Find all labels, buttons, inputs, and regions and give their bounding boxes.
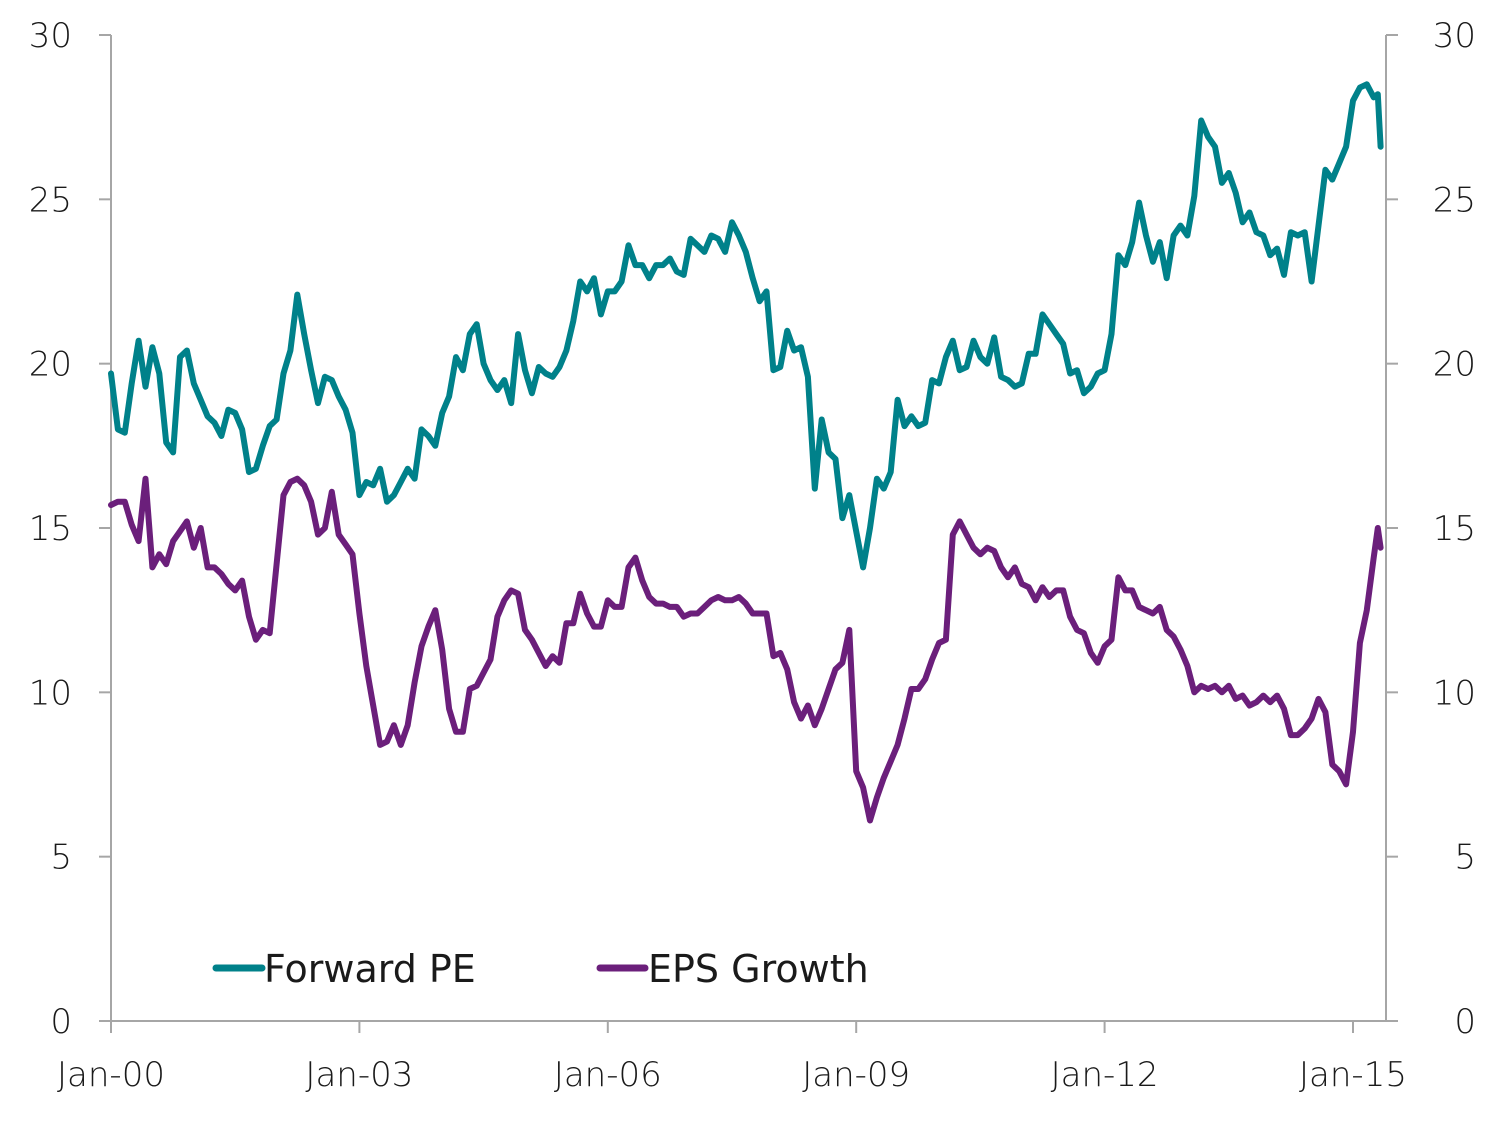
right-y-tick-label: 30 — [1433, 16, 1476, 56]
axes — [99, 35, 1398, 1022]
legend-item-eps-growth: EPS Growth — [596, 947, 869, 991]
legend-label-eps-growth: EPS Growth — [648, 947, 869, 991]
right-y-tick-label: 5 — [1454, 838, 1476, 878]
left-y-ticks: 0 5 10 15 20 25 30 — [29, 16, 111, 1042]
left-y-tick-label: 5 — [50, 838, 72, 878]
x-tick-label: Jan-00 — [57, 1055, 165, 1095]
left-y-tick-label: 0 — [50, 1002, 72, 1042]
right-y-tick-label: 20 — [1433, 345, 1476, 385]
right-y-tick-label: 10 — [1433, 673, 1476, 713]
x-tick-label: Jan-15 — [1299, 1055, 1407, 1095]
x-tick-label: Jan-09 — [802, 1055, 910, 1095]
x-tick-label: Jan-06 — [554, 1055, 662, 1095]
x-tick-label: Jan-12 — [1051, 1055, 1159, 1095]
x-tick-label: Jan-03 — [305, 1055, 413, 1095]
right-y-ticks: 0 5 10 15 20 25 30 — [1386, 16, 1476, 1042]
legend-item-forward-pe: Forward PE — [212, 947, 476, 991]
left-y-tick-label: 15 — [29, 509, 72, 549]
left-y-tick-label: 20 — [29, 345, 72, 385]
left-y-tick-label: 10 — [29, 673, 72, 713]
right-y-tick-label: 15 — [1433, 509, 1476, 549]
series-layer — [108, 81, 1384, 824]
series-line-forward-pe — [108, 81, 1384, 571]
right-y-tick-label: 25 — [1433, 180, 1476, 220]
legend: Forward PE EPS Growth — [212, 947, 869, 991]
legend-label-forward-pe: Forward PE — [264, 947, 476, 991]
series-line-eps-growth — [108, 475, 1384, 824]
left-y-tick-label: 25 — [29, 180, 72, 220]
x-ticks: Jan-00 Jan-03 Jan-06 Jan-09 Jan-12 Jan-15 — [57, 1021, 1407, 1095]
right-y-tick-label: 0 — [1454, 1002, 1476, 1042]
left-y-tick-label: 30 — [29, 16, 72, 56]
